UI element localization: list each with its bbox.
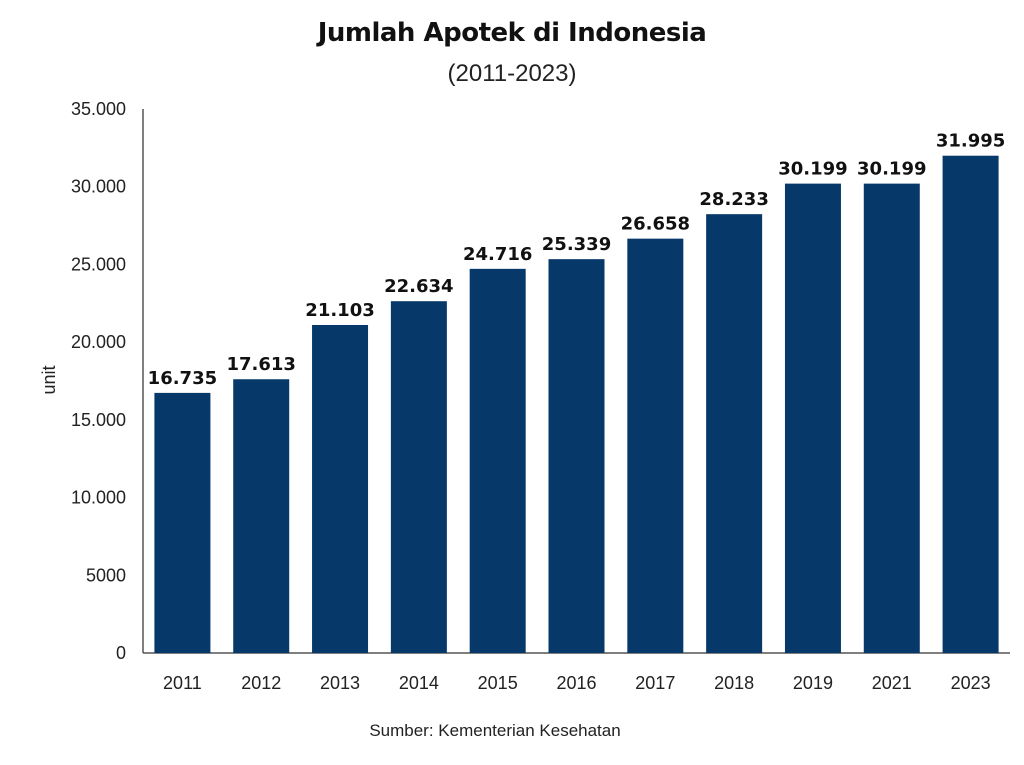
data-label: 25.339 — [542, 234, 611, 255]
x-tick-label: 2015 — [478, 673, 518, 693]
x-tick-label: 2021 — [872, 673, 912, 693]
bar-2015 — [469, 268, 526, 653]
data-label: 22.634 — [384, 276, 453, 297]
data-label: 17.613 — [226, 354, 295, 375]
bar-2014 — [390, 301, 447, 653]
chart-subtitle: (2011-2023) — [447, 60, 577, 87]
x-tick-label: 2019 — [793, 673, 833, 693]
bar-2016 — [548, 259, 605, 653]
y-axis-label: unit — [39, 365, 59, 394]
x-tick-label: 2012 — [241, 673, 281, 693]
y-tick-label: 30.000 — [71, 177, 126, 197]
y-tick-label: 10.000 — [71, 488, 126, 508]
bar-2012 — [233, 379, 290, 653]
x-tick-label: 2018 — [714, 673, 754, 693]
data-label: 31.995 — [936, 131, 1005, 152]
bar-2011 — [154, 392, 211, 653]
chart-title: Jumlah Apotek di Indonesia — [317, 18, 707, 48]
data-label: 16.735 — [148, 368, 217, 389]
data-labels: 16.735 17.613 21.103 22.634 24.716 25.339 26.6… — [148, 131, 1006, 389]
x-tick-label: 2013 — [320, 673, 360, 693]
y-tick-label: 20.000 — [71, 332, 126, 352]
y-tick-label: 15.000 — [71, 410, 126, 430]
x-tick-label: 2017 — [635, 673, 675, 693]
data-label: 30.199 — [857, 159, 926, 180]
y-axis-ticks: 0 5000 10.000 15.000 20.000 25.000 30.000 35.00… — [71, 99, 126, 663]
data-label: 30.199 — [778, 159, 847, 180]
x-tick-label: 2014 — [399, 673, 439, 693]
bar-2021 — [863, 183, 920, 653]
data-label: 24.716 — [463, 244, 532, 265]
data-label: 21.103 — [305, 300, 374, 321]
x-tick-label: 2023 — [951, 673, 991, 693]
bar-2018 — [706, 214, 763, 653]
bar-2017 — [627, 238, 684, 653]
source-note: Sumber: Kementerian Kesehatan — [369, 721, 621, 740]
bar-2013 — [312, 324, 369, 653]
bar-2023 — [942, 155, 999, 653]
x-tick-label: 2016 — [556, 673, 596, 693]
data-label: 26.658 — [621, 214, 690, 235]
bars — [154, 155, 999, 653]
y-tick-label: 5000 — [86, 565, 126, 585]
y-tick-label: 25.000 — [71, 254, 126, 274]
y-tick-label: 35.000 — [71, 99, 126, 119]
bar-2019 — [784, 183, 841, 653]
x-axis-ticks: 2011 2012 2013 2014 2015 2016 2017 2018 2019 2021… — [163, 673, 991, 693]
x-tick-label: 2011 — [163, 673, 202, 693]
data-label: 28.233 — [699, 189, 768, 210]
y-tick-label: 0 — [116, 643, 126, 663]
